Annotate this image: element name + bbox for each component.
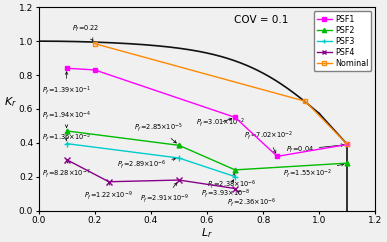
PSF1	[233, 116, 237, 119]
Nominal	[345, 143, 350, 146]
Text: $P_f\!=\!1.36{\times}10^{-5}$: $P_f\!=\!1.36{\times}10^{-5}$	[41, 131, 91, 144]
PSF1	[92, 68, 97, 71]
Nominal	[303, 100, 308, 103]
Text: $P_f\!=\!2.38{\times}10^{-6}$: $P_f\!=\!2.38{\times}10^{-6}$	[207, 173, 256, 191]
Text: $P_f\!=\!2.36{\times}10^{-6}$: $P_f\!=\!2.36{\times}10^{-6}$	[227, 191, 276, 209]
Text: $P_f\!=\!2.85{\times}10^{-5}$: $P_f\!=\!2.85{\times}10^{-5}$	[134, 121, 183, 143]
PSF2	[176, 144, 181, 147]
Line: PSF4: PSF4	[64, 157, 238, 191]
Nominal	[92, 42, 97, 45]
PSF2	[64, 129, 69, 132]
Text: $P_f\!=\!2.89{\times}10^{-6}$: $P_f\!=\!2.89{\times}10^{-6}$	[117, 158, 175, 171]
Line: PSF2: PSF2	[64, 129, 350, 172]
PSF4	[233, 187, 237, 190]
PSF1	[275, 155, 279, 158]
PSF2	[233, 168, 237, 171]
Text: $P_f\!=\!3.01{\times}10^{-2}$: $P_f\!=\!3.01{\times}10^{-2}$	[196, 116, 245, 129]
PSF4	[176, 179, 181, 182]
PSF3	[176, 157, 181, 159]
Text: $P_f\!=\!1.55{\times}10^{-2}$: $P_f\!=\!1.55{\times}10^{-2}$	[283, 163, 344, 180]
PSF4	[64, 158, 69, 161]
PSF2	[345, 162, 350, 165]
Line: Nominal: Nominal	[92, 41, 350, 147]
Text: $P_f\!=\!7.02{\times}10^{-2}$: $P_f\!=\!7.02{\times}10^{-2}$	[243, 130, 293, 153]
Text: $P_f\!=\!1.39{\times}10^{-1}$: $P_f\!=\!1.39{\times}10^{-1}$	[41, 72, 91, 97]
Text: $P_f\!=\!2.91{\times}10^{-9}$: $P_f\!=\!2.91{\times}10^{-9}$	[140, 183, 189, 205]
X-axis label: $L_r$: $L_r$	[201, 227, 213, 240]
Y-axis label: $K_r$: $K_r$	[4, 95, 17, 109]
Line: PSF3: PSF3	[64, 141, 238, 179]
Text: $P_f\!=\!8.28{\times}10^{-7}$: $P_f\!=\!8.28{\times}10^{-7}$	[41, 160, 90, 180]
PSF3	[233, 175, 237, 178]
Text: $P_f\!=\!1.94{\times}10^{-4}$: $P_f\!=\!1.94{\times}10^{-4}$	[41, 109, 91, 128]
Text: $P_f\!=\!3.93{\times}10^{-8}$: $P_f\!=\!3.93{\times}10^{-8}$	[201, 180, 251, 200]
Text: COV = 0.1: COV = 0.1	[234, 15, 288, 25]
Text: $P_f\!=\!0.04$: $P_f\!=\!0.04$	[286, 144, 344, 155]
Text: $P_f\!=\!0.22$: $P_f\!=\!0.22$	[72, 24, 100, 41]
Legend: PSF1, PSF2, PSF3, PSF4, Nominal: PSF1, PSF2, PSF3, PSF4, Nominal	[314, 11, 372, 71]
PSF4	[106, 180, 111, 183]
Line: PSF1: PSF1	[64, 66, 350, 159]
PSF1	[345, 143, 350, 146]
PSF1	[64, 67, 69, 70]
PSF3	[64, 142, 69, 145]
Text: $P_f\!=\!1.22{\times}10^{-9}$: $P_f\!=\!1.22{\times}10^{-9}$	[84, 182, 132, 202]
